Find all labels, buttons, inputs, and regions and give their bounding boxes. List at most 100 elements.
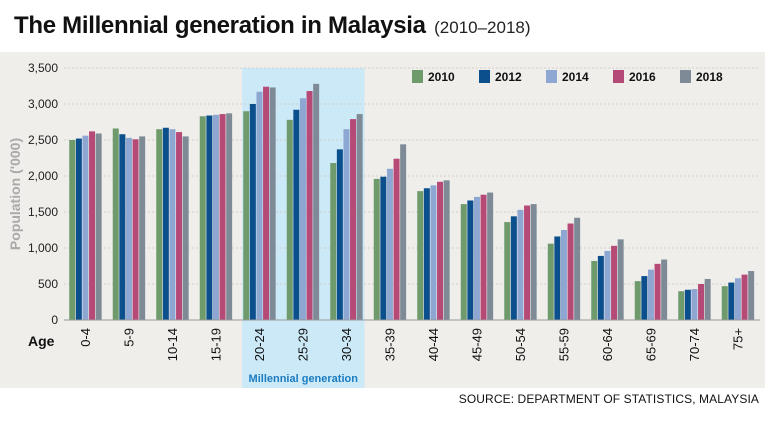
y-tick-label: 3,500 bbox=[28, 61, 58, 75]
x-tick-label: 65-69 bbox=[643, 328, 658, 361]
legend-swatch-2012 bbox=[479, 70, 490, 83]
legend-swatch-2016 bbox=[613, 70, 624, 83]
y-tick-label: 3,000 bbox=[28, 97, 58, 111]
bar-2018-50-54 bbox=[530, 204, 537, 320]
bar-2014-25-29 bbox=[299, 98, 306, 320]
x-tick-label: 60-64 bbox=[600, 328, 615, 361]
bar-2014-55-59 bbox=[560, 230, 567, 320]
bar-2018-75+ bbox=[748, 271, 755, 320]
bar-2012-5-9 bbox=[119, 134, 126, 320]
bar-2018-70-74 bbox=[704, 278, 711, 320]
bar-2010-10-14 bbox=[156, 129, 163, 320]
bar-2014-70-74 bbox=[691, 289, 698, 320]
legend-label-2016: 2016 bbox=[629, 70, 656, 84]
x-tick-label: 70-74 bbox=[687, 328, 702, 361]
bar-2012-15-19 bbox=[206, 115, 213, 320]
bar-2018-5-9 bbox=[139, 136, 146, 320]
bar-2012-60-64 bbox=[597, 255, 604, 320]
x-tick-label: 30-34 bbox=[339, 328, 354, 361]
x-tick-label: 0-4 bbox=[78, 328, 93, 347]
legend-label-2010: 2010 bbox=[428, 70, 455, 84]
bar-2016-10-14 bbox=[176, 132, 183, 320]
y-tick-label: 2,000 bbox=[28, 169, 58, 183]
x-tick-label: 45-49 bbox=[469, 328, 484, 361]
legend-label-2012: 2012 bbox=[495, 70, 522, 84]
bar-2016-15-19 bbox=[219, 114, 226, 320]
bar-2012-75+ bbox=[728, 282, 735, 320]
bar-2010-35-39 bbox=[373, 178, 380, 320]
bar-2010-0-4 bbox=[69, 140, 76, 320]
legend-label-2014: 2014 bbox=[562, 70, 589, 84]
bar-2018-65-69 bbox=[661, 259, 668, 320]
chart-panel: Millennial generation 0 500 1,000 1,500 2,00… bbox=[0, 52, 765, 388]
bar-2010-45-49 bbox=[460, 204, 467, 320]
x-tick-label: 20-24 bbox=[252, 328, 267, 361]
bar-2010-15-19 bbox=[199, 116, 206, 321]
x-tick-label: 50-54 bbox=[513, 328, 528, 361]
bar-2012-70-74 bbox=[684, 289, 691, 320]
bar-2010-70-74 bbox=[678, 291, 685, 320]
bar-2018-55-59 bbox=[574, 217, 581, 320]
x-tick-label: 75+ bbox=[730, 328, 745, 350]
bar-2016-5-9 bbox=[132, 139, 139, 320]
y-tick-label: 2,500 bbox=[28, 133, 58, 147]
bar-2016-75+ bbox=[741, 274, 748, 320]
bar-2016-55-59 bbox=[567, 223, 574, 320]
x-axis-lead-label: Age bbox=[28, 333, 55, 349]
bar-2016-45-49 bbox=[480, 194, 487, 320]
bar-2014-20-24 bbox=[256, 91, 263, 320]
bar-2014-5-9 bbox=[125, 137, 132, 320]
bar-2012-50-54 bbox=[510, 216, 517, 320]
x-tick-label: 40-44 bbox=[426, 328, 441, 361]
bar-2014-45-49 bbox=[473, 196, 480, 320]
bar-2010-25-29 bbox=[286, 119, 293, 320]
bar-2010-55-59 bbox=[547, 243, 554, 320]
bar-2012-35-39 bbox=[380, 176, 387, 320]
bar-2014-30-34 bbox=[343, 129, 350, 320]
bar-2010-65-69 bbox=[634, 281, 641, 320]
bar-2018-10-14 bbox=[182, 136, 189, 320]
legend-swatch-2010 bbox=[412, 70, 423, 83]
bar-2014-75+ bbox=[734, 278, 741, 320]
bar-chart: Millennial generation 0 500 1,000 1,500 2,00… bbox=[7, 61, 760, 388]
bar-2016-65-69 bbox=[654, 263, 661, 320]
title-row: The Millennial generation in Malaysia (2… bbox=[14, 12, 531, 40]
x-tick-label: 10-14 bbox=[165, 328, 180, 361]
bar-2016-30-34 bbox=[350, 119, 357, 321]
bar-2016-20-24 bbox=[263, 86, 270, 320]
bar-2010-50-54 bbox=[504, 222, 511, 320]
bar-2018-60-64 bbox=[617, 239, 624, 320]
bar-2012-55-59 bbox=[554, 236, 561, 320]
bar-2014-10-14 bbox=[169, 129, 176, 320]
x-tick-label: 15-19 bbox=[208, 328, 223, 361]
bar-2018-40-44 bbox=[443, 180, 450, 320]
bar-2010-40-44 bbox=[417, 191, 424, 320]
y-tick-label: 500 bbox=[38, 277, 58, 291]
bar-2018-45-49 bbox=[487, 192, 494, 320]
chart-subtitle: (2010–2018) bbox=[434, 18, 531, 37]
bar-2014-35-39 bbox=[386, 168, 393, 320]
bar-2016-25-29 bbox=[306, 91, 313, 320]
bar-2014-50-54 bbox=[517, 209, 524, 320]
y-tick-label: 1,500 bbox=[28, 205, 58, 219]
x-tick-label: 55-59 bbox=[556, 328, 571, 361]
bar-2012-65-69 bbox=[641, 276, 648, 320]
bar-2018-0-4 bbox=[95, 133, 102, 320]
bar-2018-30-34 bbox=[356, 114, 363, 320]
bar-2012-40-44 bbox=[423, 188, 430, 320]
bar-2018-20-24 bbox=[269, 87, 276, 320]
bar-2016-60-64 bbox=[611, 245, 618, 320]
x-tick-label: 25-29 bbox=[295, 328, 310, 361]
bar-2018-35-39 bbox=[400, 144, 407, 320]
bar-2012-0-4 bbox=[75, 138, 82, 320]
x-tick-label: 5-9 bbox=[121, 328, 136, 347]
millennial-highlight-label: Millennial generation bbox=[249, 373, 359, 385]
bar-2018-25-29 bbox=[313, 83, 320, 320]
bar-2012-45-49 bbox=[467, 200, 474, 320]
bar-2014-15-19 bbox=[212, 114, 219, 320]
chart-title: The Millennial generation in Malaysia bbox=[14, 12, 426, 39]
y-tick-label: 1,000 bbox=[28, 241, 58, 255]
bar-2014-60-64 bbox=[604, 250, 611, 320]
bar-2010-30-34 bbox=[330, 163, 337, 320]
bar-2016-50-54 bbox=[524, 205, 531, 320]
